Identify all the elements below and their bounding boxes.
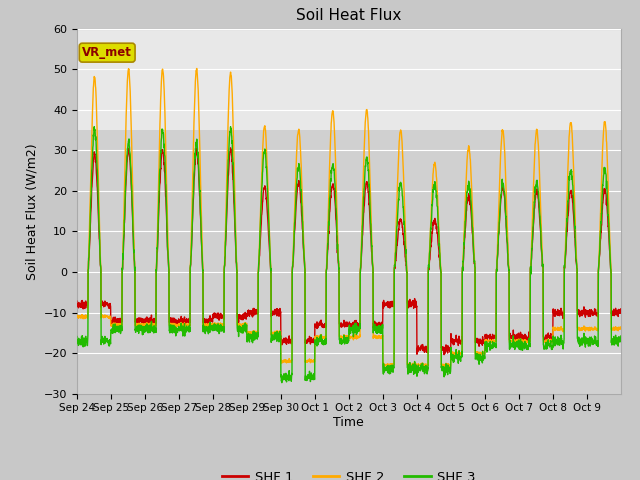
Legend: SHF 1, SHF 2, SHF 3: SHF 1, SHF 2, SHF 3 [216, 466, 481, 480]
Title: Soil Heat Flux: Soil Heat Flux [296, 9, 401, 24]
Y-axis label: Soil Heat Flux (W/m2): Soil Heat Flux (W/m2) [25, 143, 38, 279]
Bar [77, 29, 621, 130]
Text: VR_met: VR_met [82, 46, 132, 59]
X-axis label: Time: Time [333, 416, 364, 429]
